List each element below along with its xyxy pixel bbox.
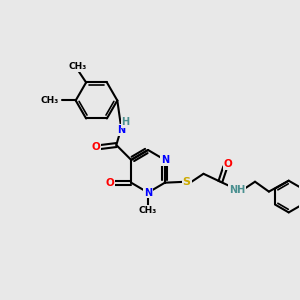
Text: CH₃: CH₃: [68, 62, 86, 71]
Text: H: H: [121, 117, 129, 127]
Text: S: S: [183, 177, 191, 187]
Text: N: N: [117, 125, 125, 135]
Text: O: O: [224, 159, 233, 169]
Text: CH₃: CH₃: [139, 206, 157, 215]
Text: NH: NH: [229, 184, 245, 195]
Text: N: N: [144, 188, 152, 198]
Text: N: N: [161, 155, 169, 165]
Text: O: O: [91, 142, 100, 152]
Text: O: O: [105, 178, 114, 188]
Text: NH: NH: [229, 184, 245, 195]
Text: CH₃: CH₃: [40, 96, 59, 105]
